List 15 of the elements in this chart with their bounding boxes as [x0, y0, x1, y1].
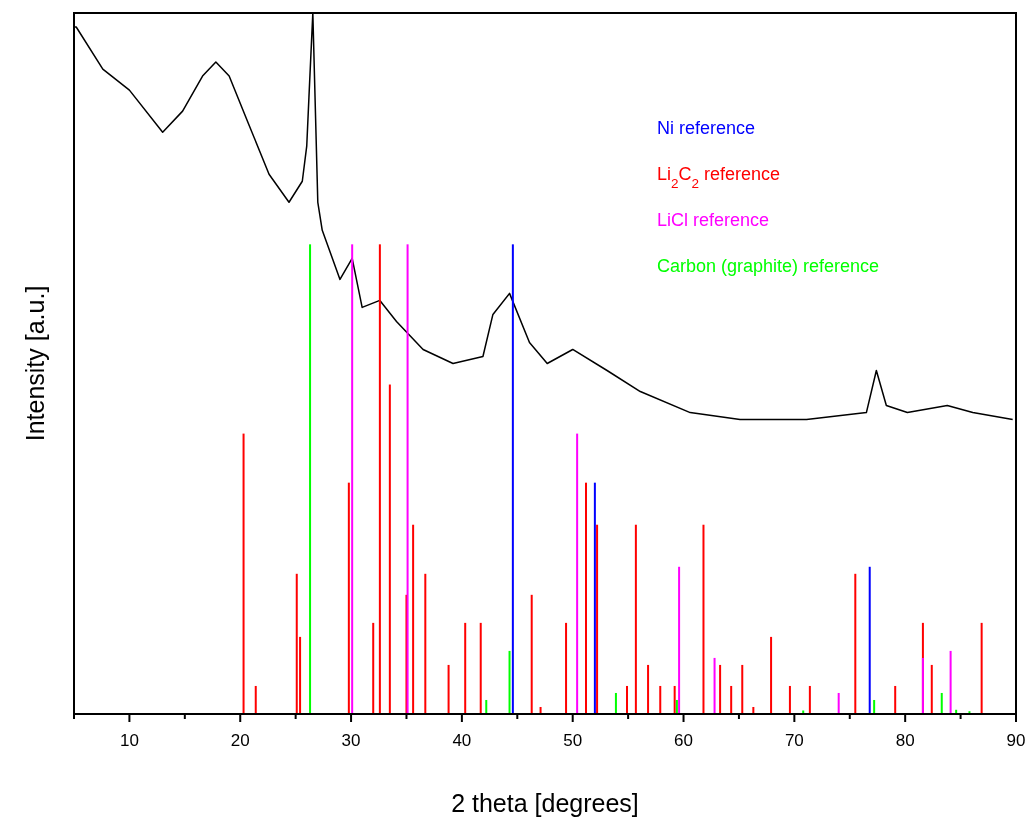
x-tick-label: 20	[230, 731, 250, 750]
text: LiCl reference	[657, 210, 770, 230]
text: Carbon (graphite) reference	[657, 256, 880, 276]
x-tick-label: 10	[119, 731, 139, 750]
y-axis-title: Intensity [a.u.]	[21, 285, 49, 442]
x-tick-label: 80	[895, 731, 915, 750]
text: Li$_{2}$C$_{2}$ reference	[657, 164, 781, 191]
x-tick-label: 70	[784, 731, 804, 750]
x-tick-label: 60	[674, 731, 693, 750]
x-tick-label: 90	[1006, 731, 1026, 750]
text: Ni reference	[657, 118, 756, 138]
x-tick-label: 40	[452, 731, 472, 750]
x-tick-label: 30	[341, 731, 361, 750]
x-tick-label: 50	[563, 731, 583, 750]
x-axis-title: 2 theta [degrees]	[451, 789, 639, 817]
